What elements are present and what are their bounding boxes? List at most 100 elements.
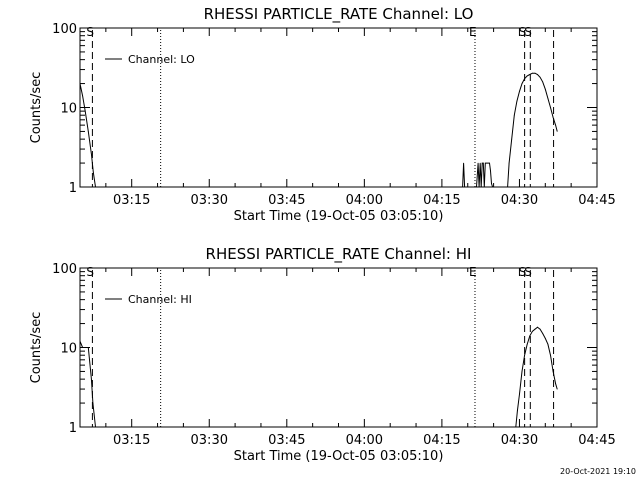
panel-2-data-point: [84, 347, 86, 348]
panel-1-x-tick-label: 04:15: [423, 193, 460, 208]
panel-1-data-point: [82, 95, 83, 97]
panel-1-data-point: [486, 162, 487, 164]
panel-2-y-tick-label: 10: [60, 342, 77, 357]
panel-1-data-point: [552, 117, 554, 118]
panel-2-data-point: [539, 328, 541, 330]
panel-1-data-point: [478, 186, 480, 188]
panel-1-data-point: [93, 172, 94, 174]
panel-1-event-marker-label: S: [86, 25, 94, 39]
panel-1-data-point: [507, 186, 508, 188]
panel-2-data-point: [524, 354, 525, 356]
panel-1-data-point: [547, 98, 549, 99]
panel-1-data-point: [542, 81, 544, 83]
panel-2-data-point: [91, 378, 92, 380]
panel-1-data-point: [464, 186, 465, 188]
panel-1-x-tick-label: 03:15: [113, 193, 150, 208]
panel-1-data-point: [537, 74, 538, 75]
panel-1-y-tick-label: 100: [52, 22, 77, 37]
panel-2-data-point: [526, 343, 528, 345]
panel-1-plot-frame: [79, 27, 598, 188]
panel-1-event-marker-label: S: [524, 25, 532, 39]
panel-1-data-point: [91, 153, 92, 155]
panel-2-data-point: [82, 347, 83, 348]
panel-2-data-point: [552, 371, 554, 372]
panel-1-data-point: [508, 162, 510, 164]
panel-2-data-point: [529, 335, 531, 337]
panel-2-x-axis-label: Start Time (19-Oct-05 03:05:10): [234, 449, 444, 464]
panel-2-y-tick-label: 100: [52, 262, 77, 277]
panel-2-data-point: [550, 354, 551, 356]
panel-1-data-point: [555, 124, 556, 126]
panel-2-data-point: [555, 383, 556, 385]
panel-1-x-tick-label: 04:00: [346, 193, 383, 208]
panel-2-event-marker-label: S: [524, 265, 532, 279]
panel-1-data-point: [492, 186, 493, 188]
panel-1-data-point: [526, 75, 528, 77]
panel-1-data-point: [84, 110, 86, 112]
panel-1-event-marker-label: S: [519, 25, 527, 39]
panel-2-event-marker-label: S: [519, 265, 527, 279]
panel-1-data-point: [556, 131, 558, 132]
panel-1-data-point: [521, 83, 523, 84]
panel-2-x-tick-label: 04:30: [501, 433, 538, 448]
panel-2-data-point: [517, 410, 518, 412]
panel-1-data-point: [482, 162, 484, 164]
panel-2-data-point: [547, 343, 549, 345]
panel-1-data-point: [519, 90, 520, 92]
panel-1-data-point: [524, 78, 525, 80]
panel-1-legend-label: Channel: LO: [128, 53, 195, 66]
panel-2-y-tick-label: 1: [69, 421, 77, 436]
panel-1-x-axis-label: Start Time (19-Oct-05 03:05:10): [234, 209, 444, 224]
panel-1-data-point: [476, 186, 477, 188]
panel-1-data-point: [550, 107, 551, 108]
panel-1-data-point: [484, 162, 486, 164]
panel-1-data-point: [532, 72, 533, 74]
panel-2-plot-frame: [79, 267, 598, 428]
panel-1-x-tick-label: 03:30: [191, 193, 228, 208]
panel-1-data-point: [479, 162, 481, 164]
panel-2-data-point: [521, 371, 523, 372]
panel-1-data-point: [87, 131, 89, 132]
panel-2-y-axis-label: Counts/sec: [29, 312, 44, 384]
panel-1-data-point: [534, 72, 536, 74]
panel-2-x-tick-label: 04:15: [423, 433, 460, 448]
panel-1-event-marker-label: E: [469, 25, 477, 39]
panel-2-data-point: [534, 328, 536, 330]
panel-1-data-point: [79, 83, 81, 84]
panel-1-data-point: [491, 183, 492, 185]
panel-2-x-tick-label: 04:00: [346, 433, 383, 448]
panel-1-data-point: [488, 162, 489, 164]
panel-1-data-point: [463, 162, 464, 164]
panel-1-data-point: [516, 100, 518, 102]
panel-2-x-tick-label: 03:15: [113, 433, 150, 448]
panel-1-data-point: [489, 162, 490, 164]
panel-1-data-point: [511, 138, 513, 140]
panel-2-data-point: [542, 333, 544, 334]
panel-1-title: RHESSI PARTICLE_RATE Channel: LO: [204, 5, 474, 24]
panel-2-data-point: [544, 338, 546, 339]
panel-1-data-point: [490, 170, 491, 172]
panel-1-data-point: [544, 88, 546, 90]
panel-1-data-point: [481, 162, 483, 164]
panel-2-event-marker-label: S: [86, 265, 94, 279]
panel-2-event-marker-label: E: [469, 265, 477, 279]
panel-2-data-point: [537, 326, 538, 328]
panel-1-data-point: [462, 186, 463, 188]
panel-1-chart: RHESSI PARTICLE_RATE Channel: LO 03:15 03:…: [29, 5, 616, 224]
panel-2-data-point: [556, 388, 558, 390]
generation-timestamp: 20-Oct-2021 19:10: [560, 467, 636, 476]
panel-1-x-tick-label: 04:45: [578, 193, 615, 208]
panel-1-y-tick-label: 10: [60, 102, 77, 117]
panel-1-y-tick-label: 1: [69, 181, 77, 196]
panel-1-data-point: [529, 74, 531, 75]
panel-1-data-point: [95, 186, 96, 188]
panel-2-x-tick-label: 04:45: [578, 433, 615, 448]
panel-2-title: RHESSI PARTICLE_RATE Channel: HI: [206, 245, 472, 264]
panel-1-data-point: [483, 186, 485, 188]
panel-2-legend-label: Channel: HI: [128, 293, 192, 306]
panel-2-data-point: [515, 426, 517, 428]
panel-2-data-point: [95, 426, 96, 428]
panel-1-x-tick-label: 03:45: [268, 193, 305, 208]
